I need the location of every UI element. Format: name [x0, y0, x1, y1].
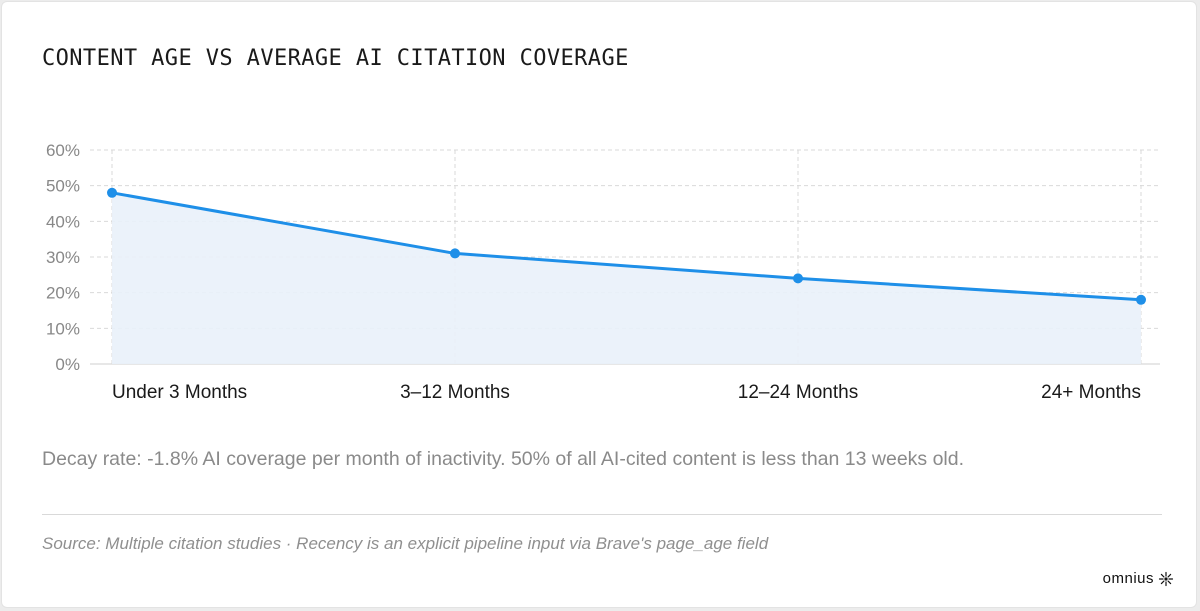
- y-tick-label: 0%: [55, 355, 80, 374]
- brand-name: omnius: [1102, 570, 1154, 587]
- data-points-layer: [107, 187, 1146, 305]
- sunburst-logo-icon: [1158, 571, 1174, 586]
- y-tick-label: 20%: [46, 284, 80, 303]
- data-point: [107, 187, 117, 198]
- data-point: [1136, 294, 1146, 305]
- x-axis-category-labels: Under 3 Months 3–12 Months 12–24 Months 24+…: [112, 382, 1141, 403]
- line-chart: 0% 10% 20% 30% 40% 50% 60% Under 3 Months 3–12 …: [46, 141, 1160, 403]
- source-note: Source: Multiple citation studies · Rece…: [42, 534, 769, 553]
- y-tick-label: 10%: [46, 319, 80, 338]
- area-fill: [112, 192, 1141, 364]
- y-tick-label: 60%: [46, 141, 80, 160]
- y-axis-tick-labels: 0% 10% 20% 30% 40% 50% 60%: [46, 141, 80, 374]
- y-tick-label: 50%: [46, 177, 80, 196]
- divider: [42, 514, 1162, 515]
- x-category-label: 24+ Months: [1041, 382, 1141, 403]
- chart-title: CONTENT AGE VS AVERAGE AI CITATION COVER…: [42, 46, 629, 71]
- chart-note: Decay rate: -1.8% AI coverage per month …: [42, 448, 965, 470]
- x-category-label: 12–24 Months: [738, 382, 858, 403]
- x-category-label: 3–12 Months: [400, 382, 510, 403]
- x-category-label: Under 3 Months: [112, 382, 247, 403]
- y-tick-label: 40%: [46, 212, 80, 231]
- series-line: [110, 191, 1143, 302]
- area-fill-layer: [112, 192, 1141, 364]
- data-point: [793, 273, 803, 284]
- brand-logo: omnius: [1103, 570, 1174, 587]
- y-tick-label: 30%: [46, 248, 80, 267]
- data-point: [450, 248, 460, 259]
- series-line-layer: [110, 191, 1143, 302]
